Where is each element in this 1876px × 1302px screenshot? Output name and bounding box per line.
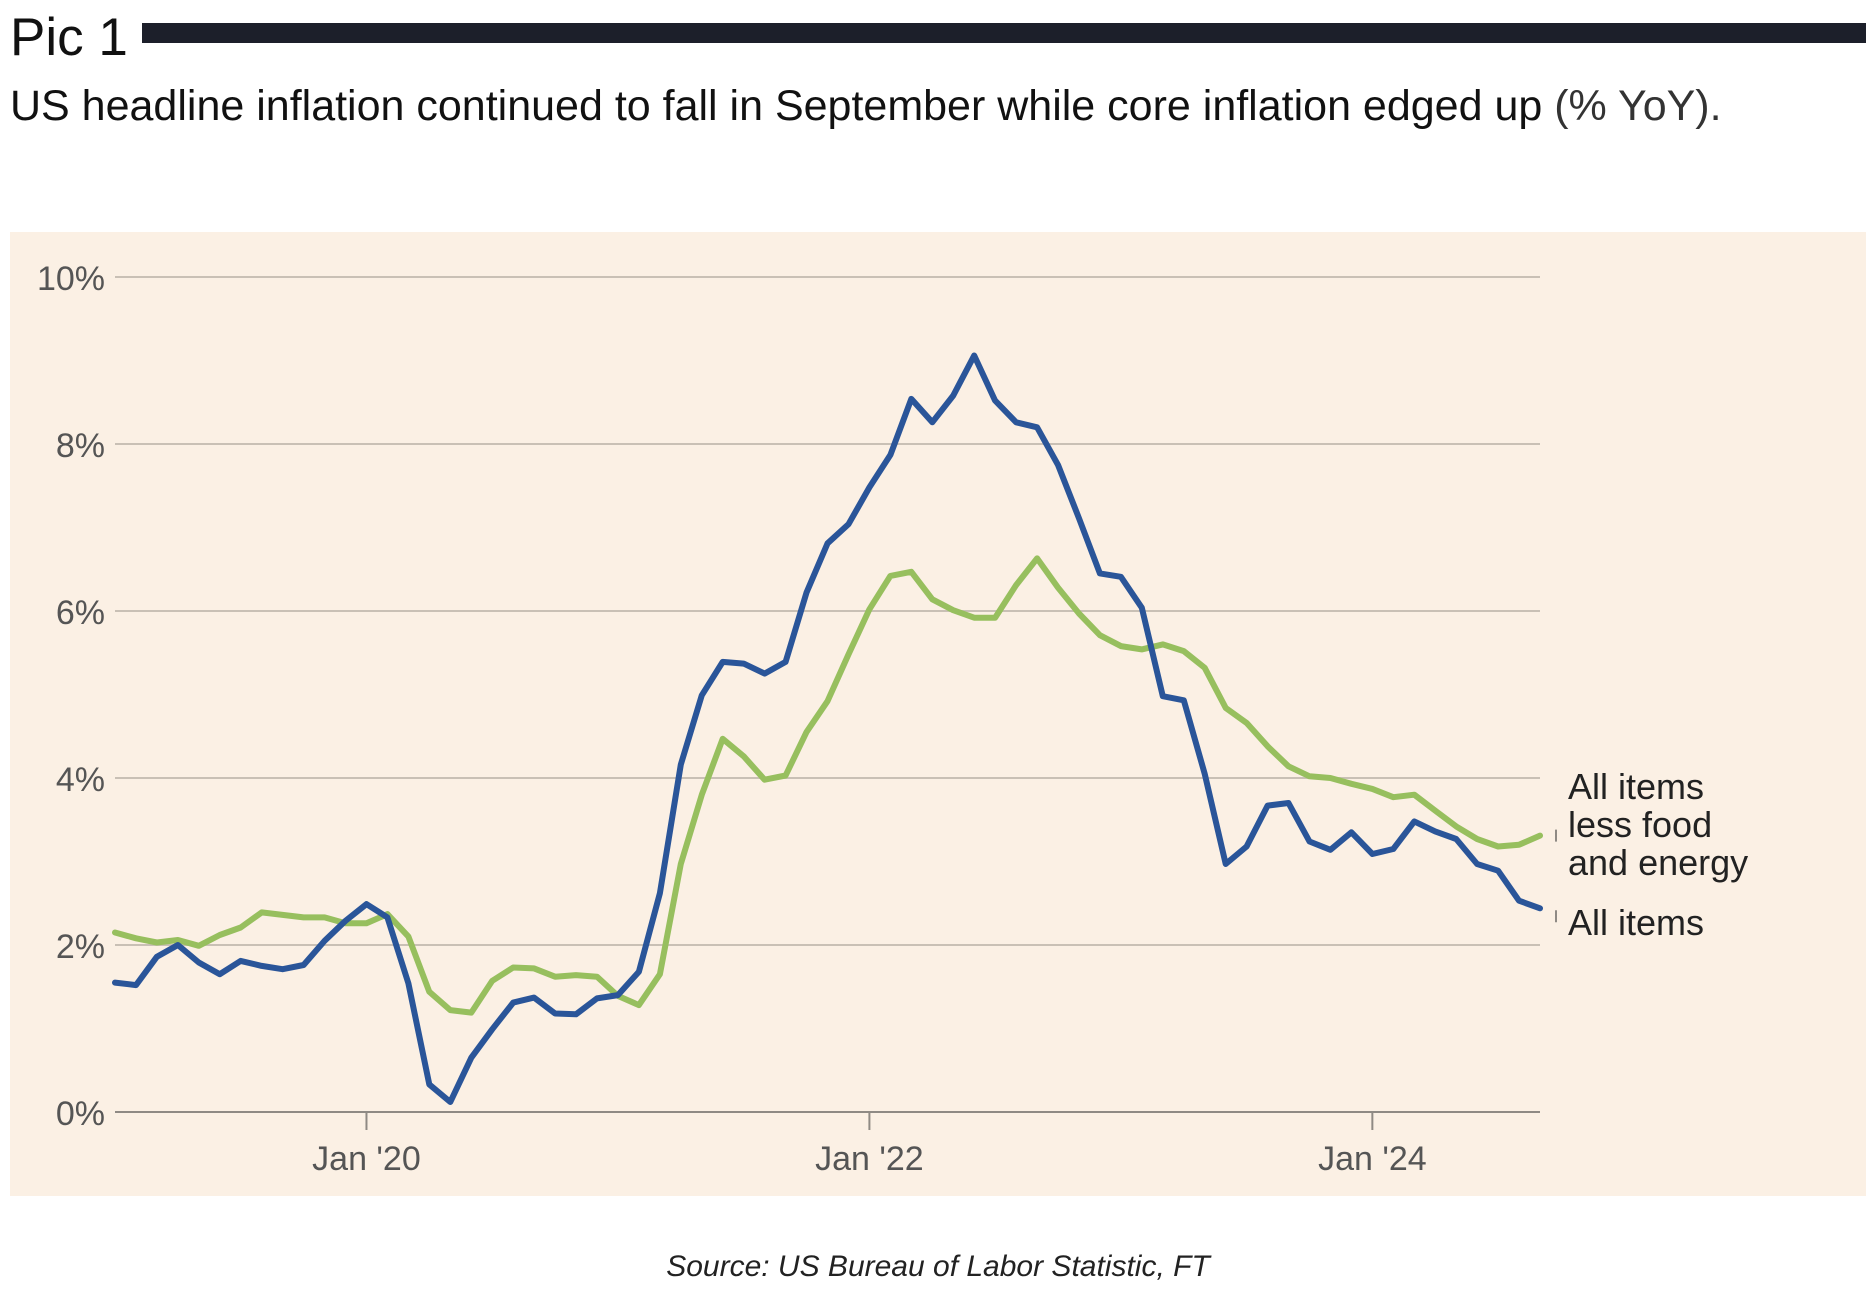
header-row: Pic 1 <box>10 8 1866 68</box>
subtitle-text: US headline inflation continued to fall … <box>10 82 1543 130</box>
subtitle-unit: (% YoY). <box>1554 82 1722 130</box>
line-chart: 0% 2% 4% 6% 8% 10% Jan '20 Jan '22 Jan '24 All i… <box>37 260 1748 1178</box>
y-tick-label: 6% <box>56 594 105 632</box>
legend-label-core-line: All items <box>1568 766 1704 807</box>
header-rule <box>142 23 1866 43</box>
x-tick-label: Jan '20 <box>312 1140 421 1178</box>
legend-label-all-items: All items <box>1568 902 1704 943</box>
y-tick-label: 2% <box>56 928 105 966</box>
legend-label-core-line: and energy <box>1568 842 1748 883</box>
series-line-core <box>112 555 1543 1016</box>
y-tick-label: 0% <box>56 1095 105 1133</box>
x-tick-label: Jan '22 <box>815 1140 924 1178</box>
axes: 0% 2% 4% 6% 8% 10% Jan '20 Jan '22 Jan '24 <box>37 260 1427 1178</box>
source-note: Source: US Bureau of Labor Statistic, FT <box>666 1250 1210 1283</box>
chart-panel: 0% 2% 4% 6% 8% 10% Jan '20 Jan '22 Jan '24 All i… <box>10 232 1866 1196</box>
y-tick-label: 8% <box>56 427 105 465</box>
x-tick-label: Jan '24 <box>1318 1140 1427 1178</box>
pic-label: Pic 1 <box>10 8 128 67</box>
series-line-all-items <box>112 352 1543 1105</box>
y-tick-label: 10% <box>37 260 105 298</box>
chart-subtitle: US headline inflation continued to fall … <box>10 78 1866 134</box>
series-lines <box>112 352 1543 1105</box>
gridlines <box>115 276 1540 1113</box>
legend-label-core-line: less food <box>1568 804 1712 845</box>
y-tick-label: 4% <box>56 761 105 799</box>
